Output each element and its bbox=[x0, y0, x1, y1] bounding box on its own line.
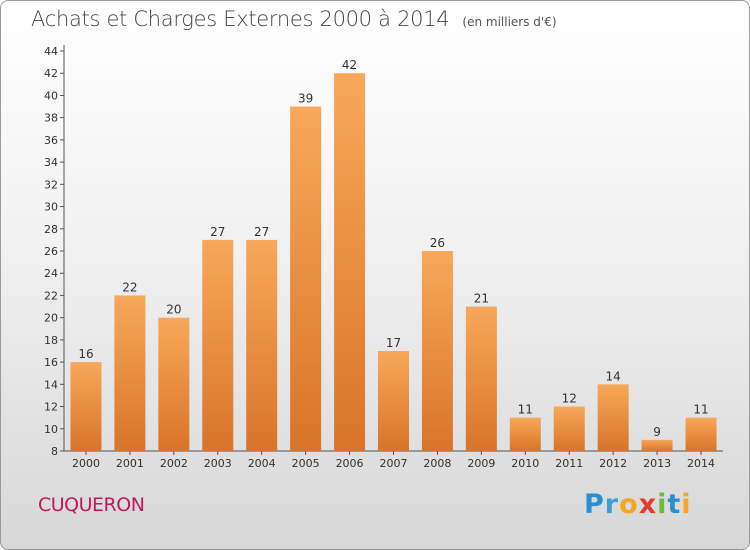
y-tick-label: 32 bbox=[44, 178, 58, 191]
bar bbox=[685, 417, 717, 451]
data-label: 12 bbox=[562, 392, 577, 406]
data-label: 27 bbox=[254, 225, 269, 239]
x-tick-label: 2003 bbox=[204, 457, 232, 470]
y-tick-label: 44 bbox=[44, 45, 58, 58]
bars: 16 22 20 27 27 39 42 17 26 21 11 12 14 9 11 bbox=[70, 58, 717, 452]
x-tick-label: 2009 bbox=[467, 457, 495, 470]
data-label: 21 bbox=[474, 292, 489, 306]
commune-name: CUQUERON bbox=[38, 494, 145, 516]
data-label: 16 bbox=[78, 347, 93, 361]
bar bbox=[421, 251, 453, 451]
bar bbox=[158, 317, 190, 451]
y-tick-label: 26 bbox=[44, 245, 58, 258]
y-tick-label: 18 bbox=[44, 334, 58, 347]
data-label: 27 bbox=[210, 225, 225, 239]
x-tick-label: 2002 bbox=[160, 457, 188, 470]
bar bbox=[70, 362, 102, 451]
bar bbox=[509, 417, 541, 451]
x-tick-label: 2011 bbox=[555, 457, 583, 470]
y-tick-label: 36 bbox=[44, 134, 58, 147]
y-tick-label: 30 bbox=[44, 201, 58, 214]
axes: 8 10 12 14 16 18 20 22 24 26 28 30 32 34 36 38 40 42 44 200… bbox=[44, 45, 723, 470]
y-tick-label: 38 bbox=[44, 112, 58, 125]
bar bbox=[334, 73, 366, 451]
data-label: 17 bbox=[386, 336, 401, 350]
data-label: 22 bbox=[122, 280, 137, 294]
y-tick-label: 22 bbox=[44, 289, 58, 302]
data-label: 20 bbox=[166, 303, 181, 317]
bar bbox=[465, 306, 497, 451]
y-tick-label: 24 bbox=[44, 267, 58, 280]
proxiti-logo[interactable]: Proxiti bbox=[584, 489, 692, 520]
data-label: 11 bbox=[518, 403, 533, 417]
y-tick-label: 42 bbox=[44, 67, 58, 80]
y-tick-label: 34 bbox=[44, 156, 58, 169]
y-tick-label: 20 bbox=[44, 312, 58, 325]
bar bbox=[641, 439, 673, 451]
chart-unit: (en milliers d'€) bbox=[462, 15, 557, 29]
y-tick-label: 14 bbox=[44, 378, 58, 391]
data-label: 39 bbox=[298, 92, 313, 106]
y-tick-label: 28 bbox=[44, 223, 58, 236]
x-tick-label: 2000 bbox=[72, 457, 100, 470]
x-tick-label: 2005 bbox=[292, 457, 320, 470]
x-tick-label: 2004 bbox=[248, 457, 276, 470]
y-tick-label: 12 bbox=[44, 401, 58, 414]
x-tick-label: 2001 bbox=[116, 457, 144, 470]
y-tick-label: 40 bbox=[44, 89, 58, 102]
x-tick-label: 2013 bbox=[643, 457, 671, 470]
data-label: 9 bbox=[653, 425, 661, 439]
bar bbox=[114, 295, 146, 451]
bar bbox=[378, 351, 409, 451]
data-label: 42 bbox=[342, 58, 357, 72]
data-label: 26 bbox=[430, 236, 445, 250]
bar bbox=[246, 239, 278, 451]
bar bbox=[553, 406, 585, 451]
bar bbox=[290, 106, 322, 452]
data-label: 14 bbox=[606, 369, 621, 383]
x-tick-label: 2012 bbox=[599, 457, 627, 470]
chart-title: Achats et Charges Externes 2000 à 2014 bbox=[31, 7, 450, 31]
y-tick-label: 8 bbox=[51, 445, 58, 458]
bar bbox=[202, 239, 234, 451]
chart-title-block: Achats et Charges Externes 2000 à 2014 (… bbox=[31, 7, 557, 31]
x-tick-label: 2008 bbox=[423, 457, 451, 470]
y-tick-label: 16 bbox=[44, 356, 58, 369]
y-tick-label: 10 bbox=[44, 423, 58, 436]
data-label: 11 bbox=[693, 403, 708, 417]
x-tick-label: 2014 bbox=[687, 457, 715, 470]
bar bbox=[597, 384, 629, 451]
x-tick-label: 2006 bbox=[336, 457, 364, 470]
x-tick-label: 2010 bbox=[511, 457, 539, 470]
x-tick-label: 2007 bbox=[380, 457, 408, 470]
